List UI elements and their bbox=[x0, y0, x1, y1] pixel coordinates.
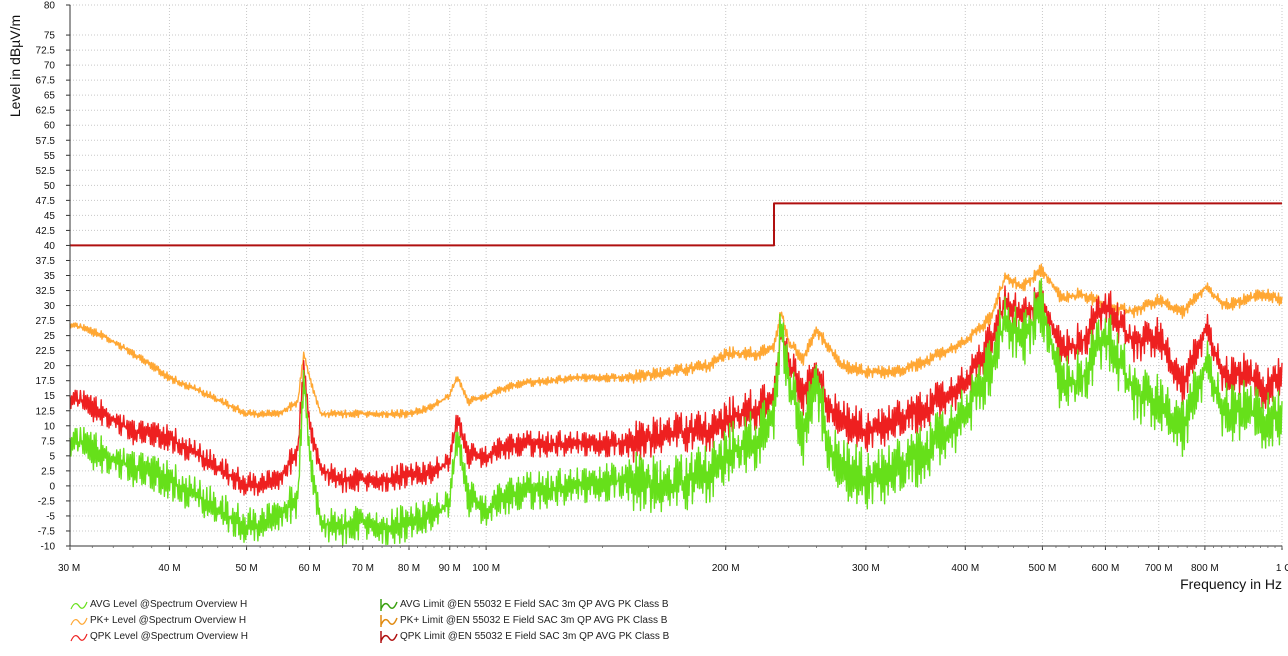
x-tick-label: 600 M bbox=[1092, 563, 1120, 574]
y-tick-label: 45 bbox=[44, 211, 56, 222]
y-tick-label: 25 bbox=[44, 331, 56, 342]
y-axis-ticks: 807572.57067.56562.56057.55552.55047.545… bbox=[36, 1, 70, 553]
y-tick-label: 0 bbox=[49, 481, 55, 492]
x-tick-label: 500 M bbox=[1029, 563, 1057, 574]
y-tick-label: 60 bbox=[44, 121, 56, 132]
x-tick-label: 30 M bbox=[58, 563, 80, 574]
y-tick-label: 15 bbox=[44, 391, 56, 402]
y-tick-label: 40 bbox=[44, 241, 56, 252]
x-tick-label: 400 M bbox=[951, 563, 979, 574]
series-pk-level bbox=[69, 263, 1283, 419]
y-tick-label: 12.5 bbox=[36, 406, 56, 417]
legend-swatch-pk-limit-icon bbox=[380, 615, 398, 627]
x-axis-ticks: 30 M 40 M 50 M 60 M 70 M 80 M 90 M 100 M 200 M 30… bbox=[58, 546, 1288, 574]
y-tick-label: 2.5 bbox=[41, 466, 55, 477]
series-limit-line bbox=[70, 202, 1282, 247]
x-tick-label: 70 M bbox=[352, 563, 374, 574]
y-tick-label: 17.5 bbox=[36, 376, 56, 387]
series-qpk-level bbox=[69, 280, 1283, 497]
x-tick-label: 100 M bbox=[472, 563, 500, 574]
y-tick-label: 10 bbox=[44, 421, 56, 432]
y-tick-label: 67.5 bbox=[36, 76, 56, 87]
legend-label: AVG Level @Spectrum Overview H bbox=[90, 599, 248, 610]
y-tick-label: 22.5 bbox=[36, 346, 56, 357]
y-tick-label: 70 bbox=[44, 61, 56, 72]
x-tick-label: 200 M bbox=[712, 563, 740, 574]
y-tick-label: 5 bbox=[49, 451, 55, 462]
x-tick-label: 40 M bbox=[158, 563, 180, 574]
legend-label: AVG Limit @EN 55032 E Field SAC 3m QP AV… bbox=[400, 599, 669, 610]
y-axis-title: Level in dBµV/m bbox=[7, 15, 23, 117]
y-tick-label: 65 bbox=[44, 91, 56, 102]
y-tick-label: 50 bbox=[44, 181, 56, 192]
x-tick-label: 80 M bbox=[398, 563, 420, 574]
legend-label: PK+ Limit @EN 55032 E Field SAC 3m QP AV… bbox=[400, 615, 668, 626]
y-tick-label: -5 bbox=[46, 511, 55, 522]
series-avg-level bbox=[69, 278, 1283, 546]
y-tick-label: -2.5 bbox=[38, 496, 56, 507]
y-tick-label: 52.5 bbox=[36, 166, 56, 177]
x-tick-label: 1 G bbox=[1276, 563, 1288, 574]
legend-label: PK+ Level @Spectrum Overview H bbox=[90, 615, 247, 626]
y-tick-label: 47.5 bbox=[36, 196, 56, 207]
y-tick-label: 80 bbox=[44, 1, 56, 12]
y-tick-label: 75 bbox=[44, 31, 56, 42]
legend-label: QPK Level @Spectrum Overview H bbox=[90, 631, 248, 642]
x-tick-label: 50 M bbox=[235, 563, 257, 574]
y-tick-label: 32.5 bbox=[36, 286, 56, 297]
legend-swatch-pk-level-icon bbox=[70, 617, 88, 626]
y-tick-label: 27.5 bbox=[36, 316, 56, 327]
y-tick-label: 37.5 bbox=[36, 256, 56, 267]
legend-label: QPK Limit @EN 55032 E Field SAC 3m QP AV… bbox=[400, 631, 670, 642]
x-tick-label: 90 M bbox=[439, 563, 461, 574]
x-tick-label: 700 M bbox=[1145, 563, 1173, 574]
y-tick-label: 35 bbox=[44, 271, 56, 282]
y-tick-label: 55 bbox=[44, 151, 56, 162]
y-tick-label: -7.5 bbox=[38, 526, 56, 537]
legend-swatch-avg-limit-icon bbox=[380, 599, 398, 611]
y-tick-label: 7.5 bbox=[41, 436, 55, 447]
x-tick-label: 800 M bbox=[1191, 563, 1219, 574]
y-tick-label: 62.5 bbox=[36, 106, 56, 117]
legend-swatch-qpk-limit-icon bbox=[380, 631, 398, 643]
y-tick-label: -10 bbox=[41, 542, 56, 553]
legend-swatch-avg-level-icon bbox=[70, 601, 88, 610]
legend: AVG Level @Spectrum Overview H PK+ Level… bbox=[70, 598, 770, 650]
legend-swatch-qpk-level-icon bbox=[70, 633, 88, 642]
x-tick-label: 300 M bbox=[852, 563, 880, 574]
y-tick-label: 72.5 bbox=[36, 46, 56, 57]
y-tick-label: 42.5 bbox=[36, 226, 56, 237]
y-tick-label: 30 bbox=[44, 301, 56, 312]
x-tick-label: 60 M bbox=[298, 563, 320, 574]
y-tick-label: 57.5 bbox=[36, 136, 56, 147]
series-layer bbox=[69, 202, 1283, 546]
x-axis-title: Frequency in Hz bbox=[1180, 576, 1282, 592]
y-tick-label: 20 bbox=[44, 361, 56, 372]
